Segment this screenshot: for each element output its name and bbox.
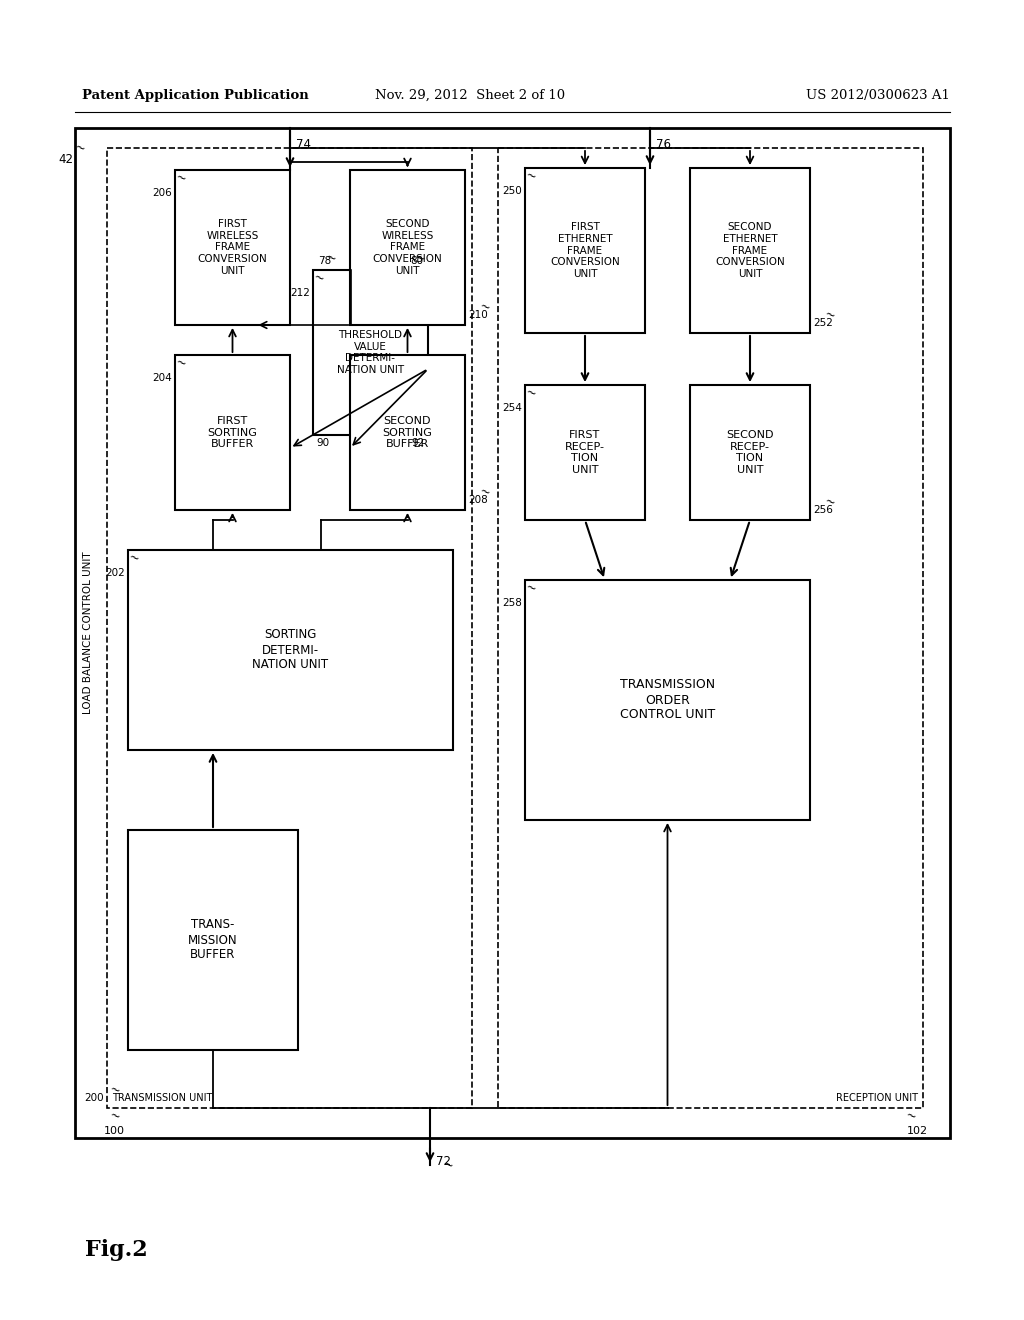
- Text: TRANSMISSION
ORDER
CONTROL UNIT: TRANSMISSION ORDER CONTROL UNIT: [620, 678, 715, 722]
- Text: FIRST
ETHERNET
FRAME
CONVERSION
UNIT: FIRST ETHERNET FRAME CONVERSION UNIT: [550, 222, 620, 279]
- Text: Patent Application Publication: Patent Application Publication: [82, 88, 309, 102]
- Text: 252: 252: [813, 318, 833, 327]
- Text: ∼: ∼: [312, 271, 327, 286]
- Text: 206: 206: [153, 187, 172, 198]
- Text: 200: 200: [84, 1093, 104, 1104]
- Text: 74: 74: [296, 139, 311, 150]
- Text: 72: 72: [436, 1155, 451, 1168]
- Text: ∼: ∼: [823, 494, 838, 510]
- Bar: [75, 128, 950, 1138]
- Text: ∼: ∼: [478, 300, 493, 315]
- Text: ∼: ∼: [524, 168, 539, 183]
- Text: 202: 202: [105, 568, 125, 578]
- Text: 42: 42: [58, 153, 73, 166]
- Bar: [106, 148, 472, 1107]
- Bar: [313, 271, 428, 436]
- Text: FIRST
WIRELESS
FRAME
CONVERSION
UNIT: FIRST WIRELESS FRAME CONVERSION UNIT: [198, 219, 267, 276]
- Text: 254: 254: [502, 403, 522, 413]
- Text: TRANS-
MISSION
BUFFER: TRANS- MISSION BUFFER: [188, 919, 238, 961]
- Text: ∼: ∼: [127, 550, 141, 566]
- Text: Fig.2: Fig.2: [85, 1239, 147, 1261]
- Text: FIRST
SORTING
BUFFER: FIRST SORTING BUFFER: [208, 416, 257, 449]
- Text: ∼: ∼: [441, 1158, 455, 1173]
- Text: 208: 208: [468, 495, 487, 506]
- Text: 80: 80: [410, 256, 423, 267]
- Text: US 2012/0300623 A1: US 2012/0300623 A1: [806, 88, 950, 102]
- Text: Nov. 29, 2012  Sheet 2 of 10: Nov. 29, 2012 Sheet 2 of 10: [375, 88, 565, 102]
- Text: 102: 102: [907, 1126, 928, 1137]
- Text: ∼: ∼: [174, 170, 188, 186]
- Bar: [128, 830, 298, 1049]
- Bar: [525, 168, 645, 333]
- Text: 212: 212: [290, 288, 310, 298]
- Bar: [690, 385, 810, 520]
- Text: ∼: ∼: [108, 1082, 122, 1098]
- Text: FIRST
RECEP-
TION
UNIT: FIRST RECEP- TION UNIT: [565, 430, 605, 475]
- Text: RECEPTION UNIT: RECEPTION UNIT: [836, 1093, 918, 1104]
- Text: ∼: ∼: [324, 249, 338, 265]
- Bar: [175, 355, 290, 510]
- Text: SECOND
RECEP-
TION
UNIT: SECOND RECEP- TION UNIT: [726, 430, 774, 475]
- Text: ∼: ∼: [478, 484, 493, 500]
- Text: ∼: ∼: [823, 308, 838, 323]
- Text: 100: 100: [104, 1126, 125, 1137]
- Text: TRANSMISSION UNIT: TRANSMISSION UNIT: [112, 1093, 212, 1104]
- Bar: [690, 168, 810, 333]
- Text: ∼: ∼: [413, 249, 427, 265]
- Text: ∼: ∼: [524, 579, 539, 595]
- Text: 210: 210: [468, 310, 487, 319]
- Bar: [350, 355, 465, 510]
- Text: ∼: ∼: [108, 1107, 122, 1123]
- Text: 90: 90: [316, 438, 329, 447]
- Text: SECOND
WIRELESS
FRAME
CONVERSION
UNIT: SECOND WIRELESS FRAME CONVERSION UNIT: [373, 219, 442, 276]
- Text: LOAD BALANCE CONTROL UNIT: LOAD BALANCE CONTROL UNIT: [83, 552, 93, 714]
- Text: THRESHOLD
VALUE
DETERMI-
NATION UNIT: THRESHOLD VALUE DETERMI- NATION UNIT: [337, 330, 404, 375]
- Text: ∼: ∼: [524, 385, 539, 401]
- Text: 256: 256: [813, 506, 833, 515]
- Text: SECOND
SORTING
BUFFER: SECOND SORTING BUFFER: [383, 416, 432, 449]
- Text: SECOND
ETHERNET
FRAME
CONVERSION
UNIT: SECOND ETHERNET FRAME CONVERSION UNIT: [715, 222, 784, 279]
- Text: 250: 250: [502, 186, 522, 195]
- Text: 92: 92: [412, 438, 425, 447]
- Text: ∼: ∼: [73, 140, 87, 156]
- Text: ∼: ∼: [904, 1107, 919, 1123]
- Bar: [498, 148, 923, 1107]
- Text: 204: 204: [153, 374, 172, 383]
- Text: 76: 76: [656, 139, 671, 150]
- Bar: [128, 550, 453, 750]
- Bar: [175, 170, 290, 325]
- Text: 78: 78: [318, 256, 331, 267]
- Bar: [525, 385, 645, 520]
- Text: SORTING
DETERMI-
NATION UNIT: SORTING DETERMI- NATION UNIT: [253, 628, 329, 672]
- Text: ∼: ∼: [174, 355, 188, 371]
- Text: 258: 258: [502, 598, 522, 609]
- Bar: [525, 579, 810, 820]
- Bar: [350, 170, 465, 325]
